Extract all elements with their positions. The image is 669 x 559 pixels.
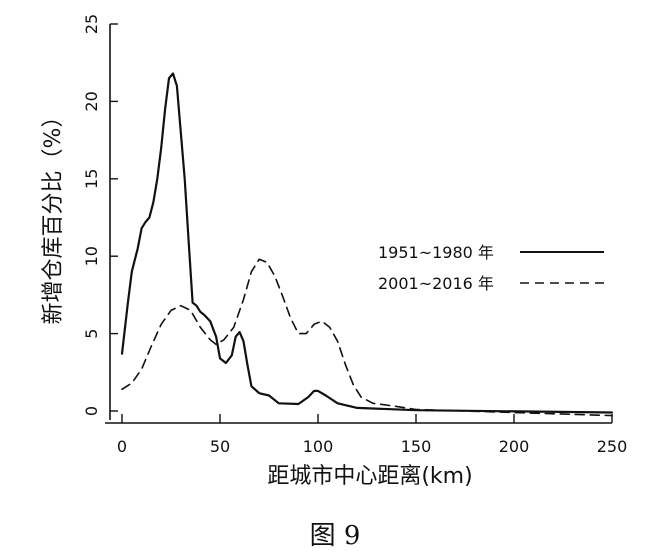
y-tick-label: 10: [82, 246, 101, 266]
x-tick-label: 100: [303, 437, 334, 456]
x-tick-label: 200: [499, 437, 530, 456]
series-line-1: [120, 72, 614, 414]
x-tick-label: 50: [210, 437, 230, 456]
legend: 1951~1980 年 2001~2016 年: [378, 243, 604, 293]
y-tick-label: 0: [82, 406, 101, 416]
y-tick-label: 5: [82, 329, 101, 339]
x-tick-label: 250: [597, 437, 628, 456]
x-axis-title: 距城市中心距离(km): [267, 464, 472, 489]
legend-label-1: 1951~1980 年: [378, 243, 494, 262]
figure-caption: 图 9: [310, 521, 361, 551]
x-tick-label: 150: [401, 437, 432, 456]
x-tick-label: 0: [117, 437, 127, 456]
y-tick-label: 25: [82, 14, 101, 34]
y-tick-label: 20: [82, 91, 101, 111]
legend-label-2: 2001~2016 年: [378, 274, 494, 293]
series-lines: [120, 72, 614, 417]
y-tick-label: 15: [82, 169, 101, 189]
series-line-2: [121, 258, 613, 417]
y-axis-title: 新增仓库百分比（%）: [41, 106, 66, 325]
